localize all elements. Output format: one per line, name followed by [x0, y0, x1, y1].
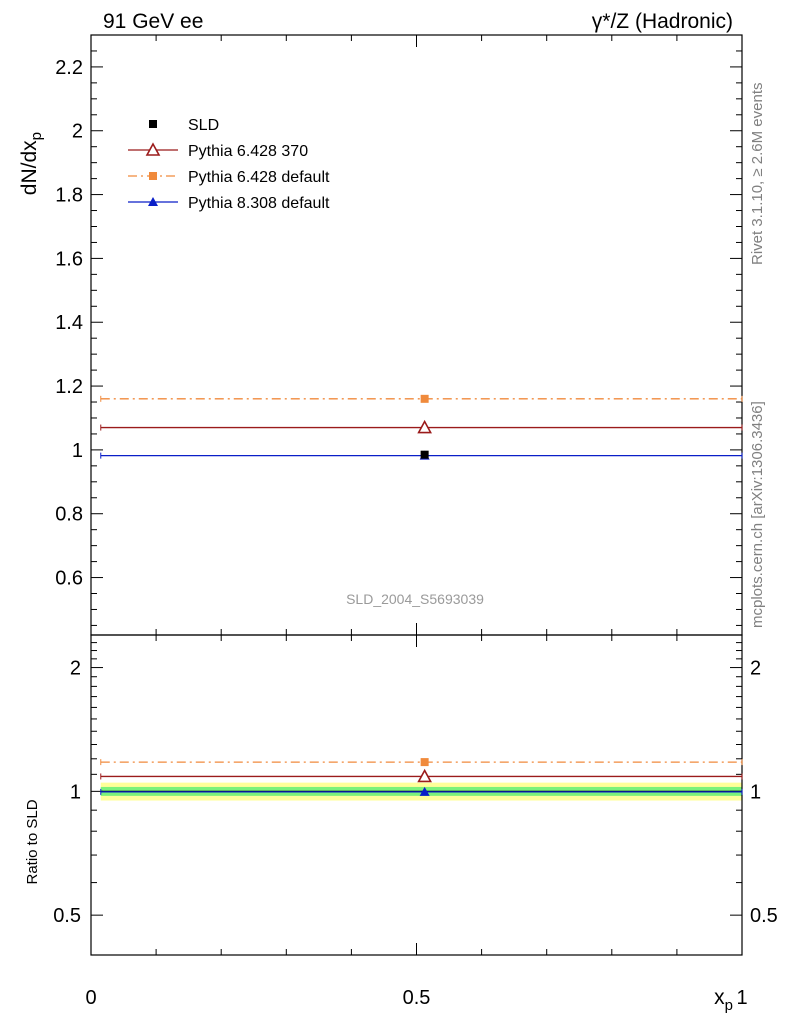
legend-sld-label: SLD: [188, 117, 219, 134]
x-tick-label: 0.5: [403, 987, 431, 1009]
ratio-y-tick-label-right: 2: [750, 658, 761, 680]
ratio-panel: 0.5 0.5 1 1 2 2 0 0.5 1: [53, 634, 778, 1009]
ratio-py6_default-point: [420, 758, 429, 767]
legend: SLD Pythia 6.428 370 Pythia 6.428 default P…: [128, 117, 330, 212]
main-py6_default-point: [420, 394, 429, 403]
legend-sld-marker: [149, 120, 157, 128]
legend-py6_default-marker: [149, 172, 157, 180]
main-y-tick-label: 2: [72, 121, 83, 143]
header-right: γ*/Z (Hadronic): [592, 10, 733, 33]
legend-py6_370-marker: [145, 142, 161, 156]
header-left: 91 GeV ee: [103, 10, 203, 33]
main-y-tick-label: 0.6: [55, 568, 83, 590]
legend-py6_default-label: Pythia 6.428 default: [188, 169, 330, 186]
ratio-y-tick-label: 2: [70, 658, 81, 680]
main-y-tick-label: 1.4: [55, 312, 83, 334]
legend-py8-marker: [148, 197, 158, 206]
ratio-py6_370-point: [417, 768, 432, 783]
main-y-tick-label: 2.2: [55, 57, 83, 79]
analysis-watermark: SLD_2004_S5693039: [346, 591, 484, 607]
main-y-tick-label: 1.2: [55, 376, 83, 398]
legend-py6_370-label: Pythia 6.428 370: [188, 143, 308, 160]
x-axis-label: xp: [714, 986, 733, 1014]
main-py6_370-point: [417, 419, 432, 434]
main-y-tick-label: 1.6: [55, 248, 83, 270]
main-y-tick-label: 1.8: [55, 185, 83, 207]
ratio-y-tick-label: 1: [70, 781, 81, 803]
legend-py8-label: Pythia 8.308 default: [188, 195, 330, 212]
x-tick-label: 0: [85, 987, 96, 1009]
y-axis-label-ratio: Ratio to SLD: [24, 799, 41, 884]
main-y-tick-label: 0.8: [55, 504, 83, 526]
mcplots-label: mcplots.cern.ch [arXiv:1306.3436]: [749, 401, 766, 628]
ratio-y-tick-label: 0.5: [53, 905, 81, 927]
main-sld-point: [420, 450, 429, 459]
y-axis-label-top: dN/dxp: [18, 132, 45, 195]
main-y-tick-label: 1: [72, 440, 83, 462]
x-tick-label: 1: [736, 987, 747, 1009]
ratio-y-tick-label-right: 0.5: [750, 905, 778, 927]
rivet-label: Rivet 3.1.10, ≥ 2.6M events: [749, 83, 766, 266]
ratio-py8-point: [419, 786, 430, 796]
ratio-y-tick-label-right: 1: [750, 781, 761, 803]
main-panel: 0.6 0.8 1 1.2 1.4 1.6 1.8 2 2.2: [55, 34, 743, 636]
